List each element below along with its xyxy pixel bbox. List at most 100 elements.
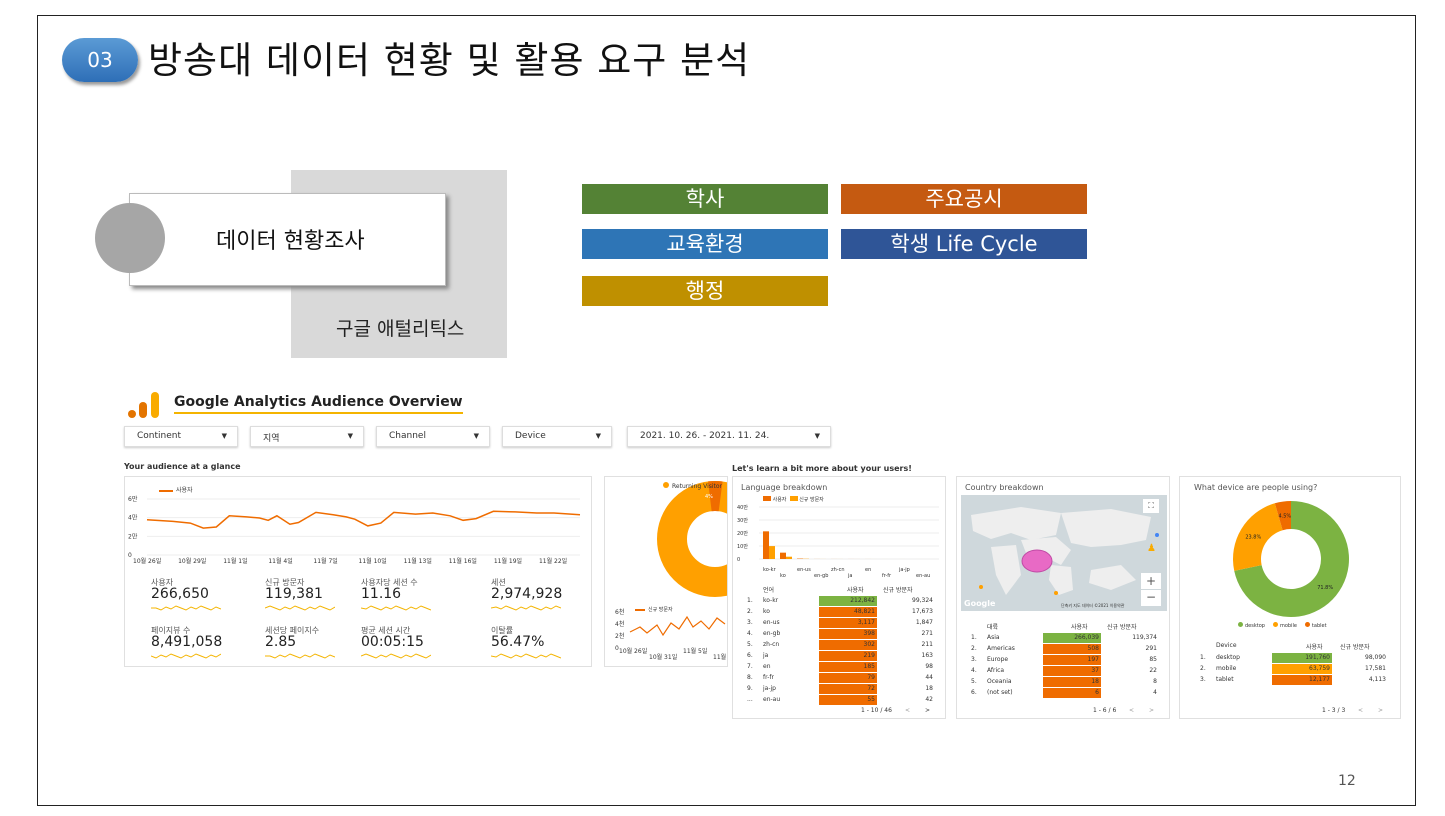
table-header: Device bbox=[1216, 642, 1237, 649]
row-new-visitors: 4,113 bbox=[1368, 676, 1386, 683]
page-number: 12 bbox=[1338, 773, 1356, 789]
row-name: en-au bbox=[763, 696, 781, 703]
street-view-icon[interactable]: ♟ bbox=[1147, 543, 1156, 554]
next-page-icon[interactable]: > bbox=[1149, 707, 1155, 714]
y-tick-label: 20만 bbox=[737, 530, 748, 537]
users-bar bbox=[763, 531, 769, 559]
y-tick-label: 4만 bbox=[128, 514, 138, 522]
row-users: 508 bbox=[1087, 645, 1099, 652]
row-name: ja bbox=[763, 652, 769, 659]
metric-label: 평균 세션 시간 bbox=[361, 626, 411, 635]
table-row-bar bbox=[1043, 633, 1101, 643]
new-visitor-bar bbox=[769, 546, 775, 559]
language-legend: 사용자 신규 방문자 bbox=[763, 496, 824, 503]
world-map[interactable]: Google 단축키 지도 데이터 ©2021 이용약관 ⛶ ♟ + − bbox=[961, 495, 1167, 611]
next-page-icon[interactable]: > bbox=[925, 707, 931, 714]
y-tick-label: 30만 bbox=[737, 517, 748, 524]
row-index: 5. bbox=[971, 678, 977, 685]
y-tick-label: 0 bbox=[615, 645, 619, 652]
row-new-visitors: 17,673 bbox=[912, 608, 933, 615]
filter-region[interactable]: 지역 ▼ bbox=[250, 426, 364, 447]
row-name: en-gb bbox=[763, 630, 781, 637]
row-index: 2. bbox=[1200, 665, 1206, 672]
metric-value: 266,650 bbox=[151, 586, 209, 602]
filter-device[interactable]: Device ▼ bbox=[502, 426, 612, 447]
x-tick-label: en-au bbox=[916, 573, 930, 579]
dropdown-caret-icon: ▼ bbox=[347, 432, 353, 440]
language-panel: Language breakdown 사용자 신규 방문자 40만 30만 20만 1… bbox=[732, 476, 946, 719]
metric-value: 2.85 bbox=[265, 634, 297, 650]
slide-title: 방송대 데이터 현황 및 활용 요구 분석 bbox=[148, 39, 751, 82]
tag-academic: 학사 bbox=[582, 184, 828, 214]
row-new-visitors: 18 bbox=[925, 685, 933, 692]
row-new-visitors: 99,324 bbox=[912, 597, 933, 604]
row-users: 185 bbox=[863, 663, 875, 670]
prev-page-icon[interactable]: < bbox=[905, 707, 911, 714]
x-tick-label: en-gb bbox=[814, 573, 828, 579]
x-tick-label: 11월 4일 bbox=[268, 557, 292, 565]
metric-label: 세션당 페이지수 bbox=[265, 626, 320, 635]
language-title: Language breakdown bbox=[741, 483, 828, 492]
row-new-visitors: 8 bbox=[1153, 678, 1157, 685]
filter-continent[interactable]: Continent ▼ bbox=[124, 426, 238, 447]
row-new-visitors: 98 bbox=[925, 663, 933, 670]
table-header: 사용자 bbox=[1306, 644, 1323, 651]
zoom-in-icon[interactable]: + bbox=[1141, 573, 1161, 589]
metric-label: 이탈률 bbox=[491, 626, 514, 635]
gray-circle-shape bbox=[95, 203, 165, 273]
x-tick-label: 11월 13일 bbox=[404, 557, 432, 565]
row-index: 1. bbox=[1200, 654, 1206, 661]
audience-panel: 6만 4만 2만 0 10월 26일 10월 29일 11월 1일 11월 4일 11월 7일 1… bbox=[124, 476, 592, 667]
card-label: 데이터 현황조사 bbox=[216, 229, 365, 254]
table-row-bar bbox=[819, 607, 877, 617]
y-tick-label: 40만 bbox=[737, 504, 748, 511]
dropdown-caret-icon: ▼ bbox=[473, 432, 479, 440]
prev-page-icon[interactable]: < bbox=[1358, 707, 1364, 714]
next-page-icon[interactable]: > bbox=[1378, 707, 1384, 714]
table-header: 사용자 bbox=[847, 587, 864, 594]
table-row-bar bbox=[1272, 653, 1332, 663]
row-users: 302 bbox=[863, 641, 875, 648]
row-name: Africa bbox=[987, 667, 1005, 674]
device-donut-chart: 71.8% 23.8% 4.5% bbox=[1233, 501, 1349, 617]
row-new-visitors: 291 bbox=[1145, 645, 1157, 652]
users-series-line bbox=[146, 510, 581, 529]
table-row-bar bbox=[1043, 688, 1101, 698]
row-name: mobile bbox=[1216, 665, 1237, 672]
google-analytics-logo-icon bbox=[128, 392, 159, 418]
table-row-bar bbox=[819, 684, 877, 694]
row-index: 1. bbox=[971, 634, 977, 641]
metric-sparkline bbox=[491, 653, 561, 659]
device-slice-tablet bbox=[1274, 501, 1291, 531]
row-new-visitors: 98,090 bbox=[1365, 654, 1386, 661]
prev-page-icon[interactable]: < bbox=[1129, 707, 1135, 714]
device-panel: What device are people using? 71.8% 23.8%… bbox=[1179, 476, 1401, 719]
row-new-visitors: 119,374 bbox=[1132, 634, 1157, 641]
row-users: 18 bbox=[1091, 678, 1099, 685]
legend-item: tablet bbox=[1304, 622, 1327, 629]
table-row-bar bbox=[1043, 677, 1101, 687]
row-new-visitors: 22 bbox=[1149, 667, 1157, 674]
metric-label: 페이지뷰 수 bbox=[151, 626, 191, 635]
row-users: 266,039 bbox=[1074, 634, 1099, 641]
row-name: en bbox=[763, 663, 771, 670]
table-row-bar bbox=[1043, 644, 1101, 654]
zoom-out-icon[interactable]: − bbox=[1141, 590, 1161, 606]
legend-dot bbox=[663, 482, 669, 488]
filter-date-range[interactable]: 2021. 10. 26. - 2021. 11. 24. ▼ bbox=[627, 426, 831, 447]
metric-sparkline bbox=[491, 605, 561, 611]
table-row-bar bbox=[819, 640, 877, 650]
row-users: 197 bbox=[1087, 656, 1099, 663]
data-survey-card bbox=[129, 193, 446, 286]
x-tick-label: ko-kr bbox=[763, 567, 777, 573]
x-tick-label: 10월 29일 bbox=[178, 557, 206, 565]
filter-channel[interactable]: Channel ▼ bbox=[376, 426, 490, 447]
returning-visitor-panel: 6천 4천 2천 0 10월 26일 10월 31일 11월 5일 11월 Returning… bbox=[604, 476, 728, 667]
row-name: (not set) bbox=[987, 689, 1013, 696]
metric-sparkline bbox=[361, 653, 431, 659]
row-name: desktop bbox=[1216, 654, 1240, 661]
country-title: Country breakdown bbox=[965, 483, 1044, 492]
row-users: 79 bbox=[867, 674, 875, 681]
fullscreen-icon[interactable]: ⛶ bbox=[1143, 499, 1159, 513]
